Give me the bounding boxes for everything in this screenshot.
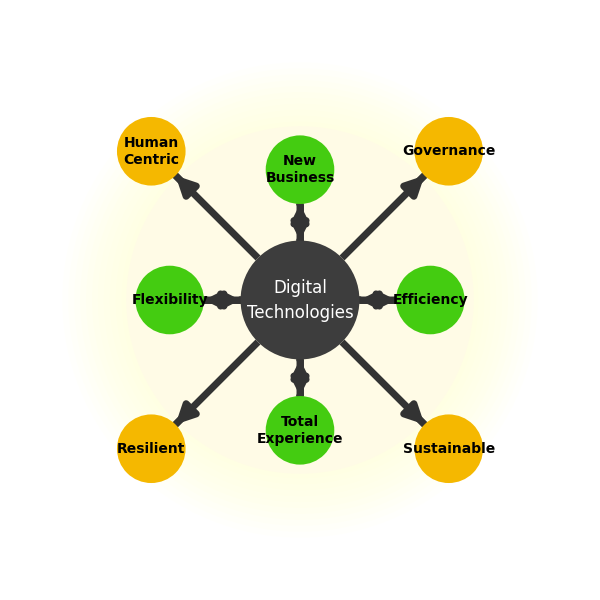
Circle shape: [117, 415, 185, 483]
Text: Resilient: Resilient: [117, 442, 185, 456]
Circle shape: [415, 117, 483, 185]
Circle shape: [415, 415, 483, 483]
Circle shape: [117, 117, 185, 185]
Text: Human
Centric: Human Centric: [123, 136, 179, 167]
Text: Digital
Technologies: Digital Technologies: [247, 278, 353, 322]
Circle shape: [266, 136, 334, 204]
Text: Governance: Governance: [402, 144, 496, 158]
Circle shape: [126, 126, 474, 474]
Text: Flexibility: Flexibility: [131, 293, 208, 307]
Circle shape: [136, 266, 204, 334]
Text: Efficiency: Efficiency: [392, 293, 468, 307]
Text: Sustainable: Sustainable: [403, 442, 495, 456]
Text: New
Business: New Business: [265, 154, 335, 185]
Circle shape: [241, 241, 359, 359]
Circle shape: [396, 266, 464, 334]
Circle shape: [266, 396, 334, 464]
Text: Total
Experience: Total Experience: [257, 415, 343, 446]
